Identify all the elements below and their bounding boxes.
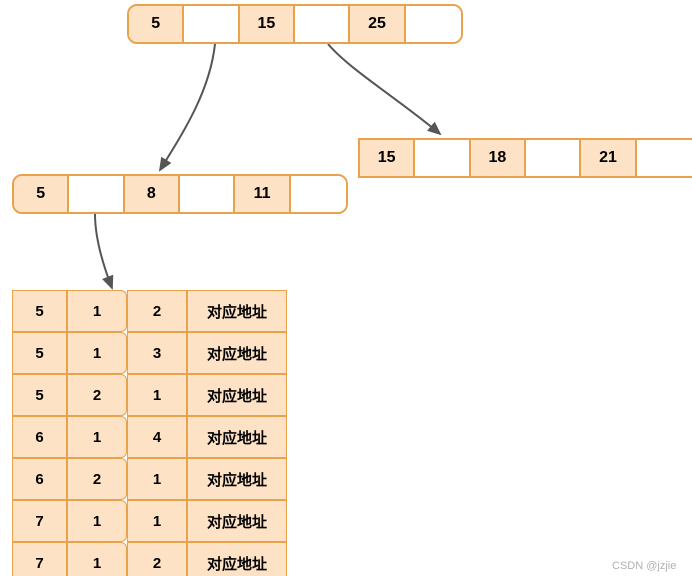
table-cell: 2 (67, 374, 127, 416)
arrow (95, 214, 112, 288)
table-row: 521对应地址 (12, 374, 287, 416)
arrow (328, 44, 440, 134)
table-cell: 6 (12, 458, 67, 500)
table-cell: 2 (127, 290, 187, 332)
table-cell: 2 (67, 458, 127, 500)
table-cell: 对应地址 (187, 458, 287, 500)
table-row: 513对应地址 (12, 332, 287, 374)
btree-cell: 15 (360, 140, 415, 176)
table-cell: 对应地址 (187, 500, 287, 542)
btree-cell (184, 6, 239, 42)
arrow (160, 44, 215, 170)
btree-cell (180, 176, 235, 212)
table-cell: 7 (12, 542, 67, 576)
table-row: 712对应地址 (12, 542, 287, 576)
btree-cell (291, 176, 346, 212)
btree-cell (637, 140, 692, 176)
btree-cell: 5 (129, 6, 184, 42)
table-cell: 对应地址 (187, 290, 287, 332)
table-row: 614对应地址 (12, 416, 287, 458)
btree-node-child_left: 5 8 11 (12, 174, 348, 214)
watermark: CSDN @jzjie (612, 560, 676, 572)
table-cell: 对应地址 (187, 542, 287, 576)
table-cell: 1 (67, 542, 127, 576)
table-cell: 1 (67, 416, 127, 458)
table-cell: 2 (127, 542, 187, 576)
table-cell: 5 (12, 374, 67, 416)
table-cell: 6 (12, 416, 67, 458)
table-cell: 1 (127, 500, 187, 542)
table-row: 512对应地址 (12, 290, 287, 332)
btree-cell: 5 (14, 176, 69, 212)
table-cell: 对应地址 (187, 374, 287, 416)
table-cell: 1 (67, 290, 127, 332)
btree-cell: 11 (235, 176, 290, 212)
table-row: 621对应地址 (12, 458, 287, 500)
btree-cell (526, 140, 581, 176)
btree-cell: 15 (240, 6, 295, 42)
table-row: 711对应地址 (12, 500, 287, 542)
btree-node-child_right: 15 18 21 (358, 138, 692, 178)
table-cell: 3 (127, 332, 187, 374)
btree-cell: 25 (350, 6, 405, 42)
table-cell: 4 (127, 416, 187, 458)
btree-cell (415, 140, 470, 176)
table-cell: 1 (67, 500, 127, 542)
table-cell: 对应地址 (187, 416, 287, 458)
table-cell: 对应地址 (187, 332, 287, 374)
btree-cell: 8 (125, 176, 180, 212)
btree-cell (69, 176, 124, 212)
table-cell: 5 (12, 332, 67, 374)
table-cell: 1 (127, 374, 187, 416)
btree-cell (406, 6, 461, 42)
table-cell: 1 (67, 332, 127, 374)
table-cell: 5 (12, 290, 67, 332)
btree-cell: 21 (581, 140, 636, 176)
btree-node-root_node: 5 15 25 (127, 4, 463, 44)
leaf-table: 512对应地址513对应地址521对应地址614对应地址621对应地址711对应… (12, 290, 287, 576)
table-cell: 1 (127, 458, 187, 500)
table-cell: 7 (12, 500, 67, 542)
btree-cell (295, 6, 350, 42)
btree-cell: 18 (471, 140, 526, 176)
